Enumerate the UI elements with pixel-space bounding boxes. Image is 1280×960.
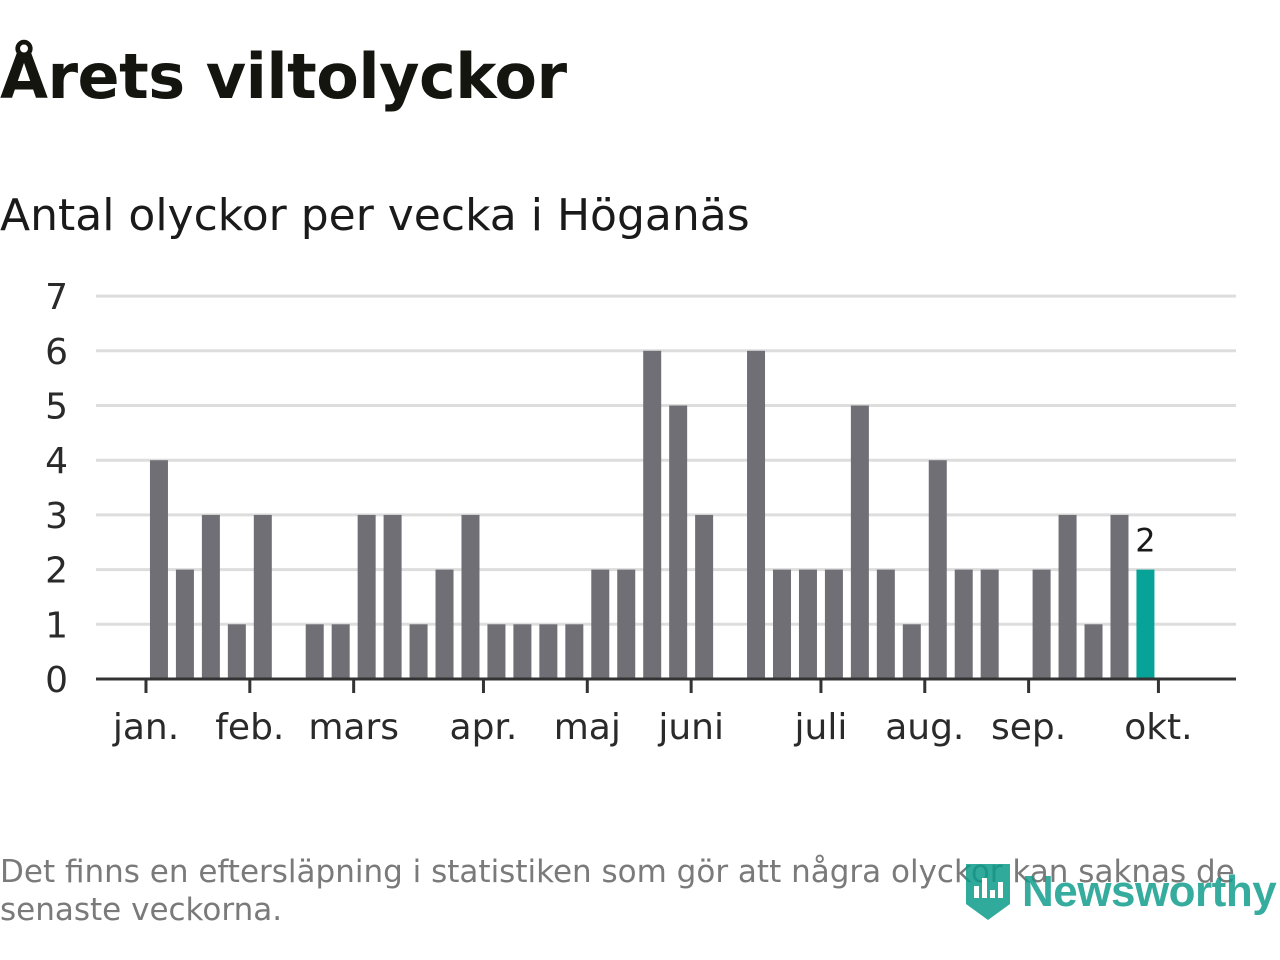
x-tick-label: apr. xyxy=(450,707,518,748)
bar xyxy=(695,514,714,679)
x-tick-label: mars xyxy=(308,707,399,748)
bar xyxy=(331,624,350,679)
bar xyxy=(227,624,246,679)
highlight-data-label: 2 xyxy=(1135,522,1155,560)
bar xyxy=(461,514,480,679)
bar xyxy=(305,624,324,679)
bar xyxy=(643,350,662,679)
y-tick-label: 2 xyxy=(45,551,68,592)
bar xyxy=(253,514,272,679)
bars xyxy=(149,350,1155,679)
bar xyxy=(201,514,220,679)
brand-name: Newsworthy xyxy=(1022,867,1277,916)
bar xyxy=(928,460,947,679)
x-tick-label: maj xyxy=(554,707,621,748)
y-tick-label: 4 xyxy=(45,441,68,482)
bar xyxy=(824,569,843,679)
x-tick-label: aug. xyxy=(885,707,964,748)
bar xyxy=(565,624,584,679)
brand-logo: Newsworthy xyxy=(962,860,1277,924)
data-labels: 2 xyxy=(1135,522,1155,560)
x-tick-label: juni xyxy=(657,707,724,748)
x-tick-label: sep. xyxy=(991,707,1066,748)
bar xyxy=(669,405,688,679)
bar xyxy=(798,569,817,679)
bar xyxy=(409,624,428,679)
grid-lines xyxy=(96,294,1236,626)
y-axis-ticks: 0 1 2 3 4 5 6 7 xyxy=(45,277,68,701)
chart-subtitle: Antal olyckor per vecka i Höganäs xyxy=(0,190,750,241)
bar xyxy=(850,405,869,679)
bar xyxy=(175,569,194,679)
bar xyxy=(617,569,636,679)
bar xyxy=(513,624,532,679)
y-tick-label: 1 xyxy=(45,605,68,646)
bar xyxy=(954,569,973,679)
footnote: Det finns en eftersläpning i statistiken… xyxy=(0,854,1235,928)
bar xyxy=(1110,514,1129,679)
bar xyxy=(487,624,506,679)
bar xyxy=(1084,624,1103,679)
bar xyxy=(773,569,791,679)
newsworthy-logo-icon xyxy=(966,864,1010,920)
bar xyxy=(747,350,766,679)
bar xyxy=(980,569,999,679)
y-tick-label: 7 xyxy=(45,277,68,318)
y-tick-label: 5 xyxy=(45,387,68,428)
bar xyxy=(876,569,895,679)
bar-highlight xyxy=(1136,569,1155,679)
bar xyxy=(902,624,921,679)
x-tick-label: okt. xyxy=(1124,707,1192,748)
y-tick-label: 3 xyxy=(45,496,68,537)
bar xyxy=(149,460,168,679)
x-tick-label: jan. xyxy=(112,707,179,748)
weekly-accidents-bar-chart: 0 1 2 3 4 5 6 7 jan. feb. mars apr. maj juni juli aug.… xyxy=(45,277,1236,748)
x-axis-ticks: jan. feb. mars apr. maj juni juli aug. sep. okt. xyxy=(112,679,1193,748)
bar xyxy=(591,569,610,679)
bar xyxy=(357,514,376,679)
bar xyxy=(435,569,454,679)
x-tick-label: juli xyxy=(794,707,848,748)
y-tick-label: 6 xyxy=(45,332,68,373)
bar xyxy=(1032,569,1051,679)
bar xyxy=(383,514,402,679)
x-tick-label: feb. xyxy=(215,707,284,748)
y-tick-label: 0 xyxy=(45,660,68,701)
bar xyxy=(539,624,558,679)
bar xyxy=(1058,514,1077,679)
chart-title: Årets viltolyckor xyxy=(0,40,567,113)
